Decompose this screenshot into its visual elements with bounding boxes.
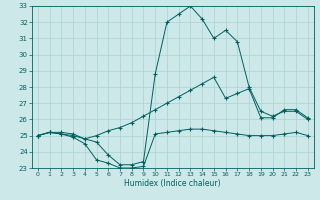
X-axis label: Humidex (Indice chaleur): Humidex (Indice chaleur) — [124, 179, 221, 188]
